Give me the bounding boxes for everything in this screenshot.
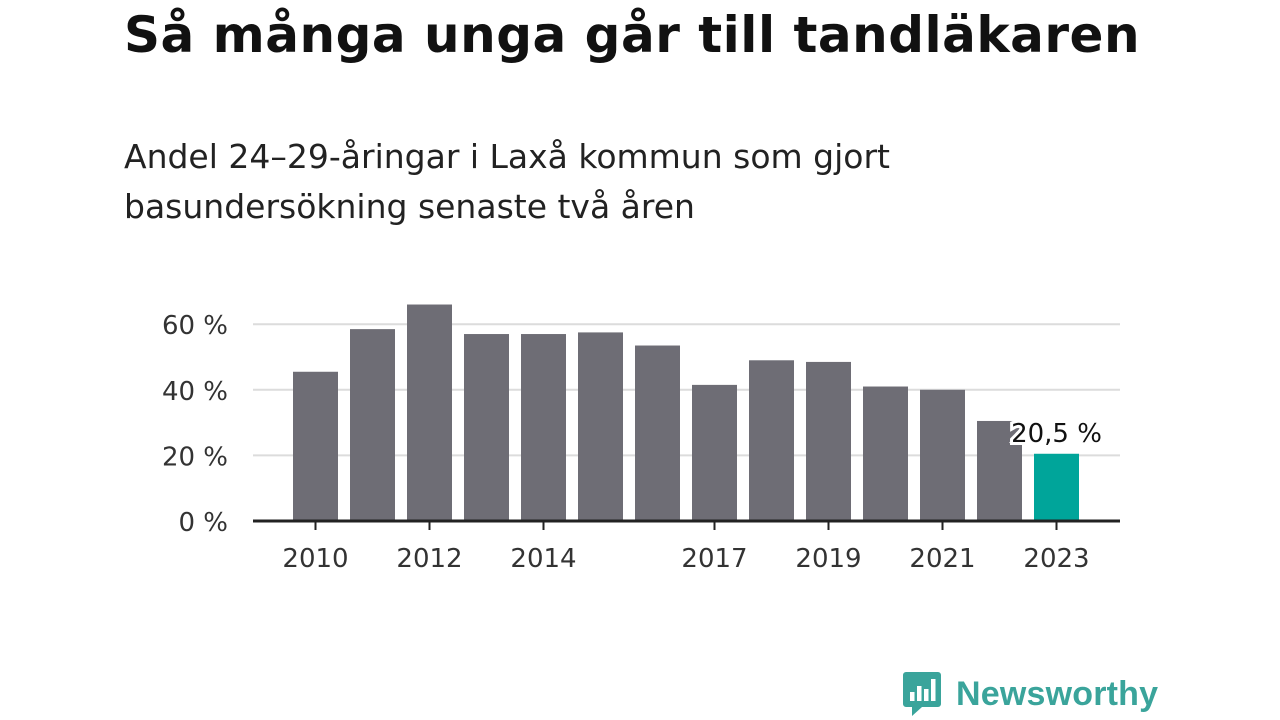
bar (863, 386, 908, 521)
x-tick-label: 2012 (396, 544, 462, 574)
y-tick-label: 60 % (162, 311, 228, 341)
brand-name: Newsworthy (956, 674, 1159, 713)
x-tick-label: 2014 (510, 544, 576, 574)
bar (578, 332, 623, 521)
bar (521, 334, 566, 521)
newsworthy-logo: Newsworthy (902, 670, 1158, 718)
x-tick-label: 2019 (795, 544, 861, 574)
bar-chart-speech-bubble-icon (903, 672, 941, 716)
bar (806, 361, 851, 521)
x-tick-label: 2017 (681, 544, 747, 574)
bar (977, 420, 1022, 521)
x-tick-label: 2023 (1023, 544, 1089, 574)
bar (464, 334, 509, 521)
bar (692, 384, 737, 521)
bar (407, 304, 452, 521)
chart-subtitle-line-1: Andel 24–29-åringar i Laxå kommun som gj… (124, 137, 890, 176)
bar-highlight (1034, 453, 1079, 521)
bar (920, 389, 965, 521)
y-tick-label: 0 % (178, 508, 228, 538)
chart-subtitle-line-2: basundersökning senaste två åren (124, 187, 695, 226)
bar (635, 345, 680, 521)
x-tick-label: 2021 (909, 544, 975, 574)
chart-subtitle: Andel 24–29-åringar i Laxå kommun som gj… (124, 132, 1024, 232)
y-tick-label: 20 % (162, 442, 228, 472)
x-tick-label: 2010 (282, 544, 348, 574)
bar (350, 329, 395, 521)
data-label: 20,5 % (1011, 419, 1102, 449)
chart-title: Så många unga går till tandläkaren (124, 6, 1141, 64)
y-tick-label: 40 % (162, 377, 228, 407)
bar (293, 371, 338, 521)
bar (749, 360, 794, 521)
